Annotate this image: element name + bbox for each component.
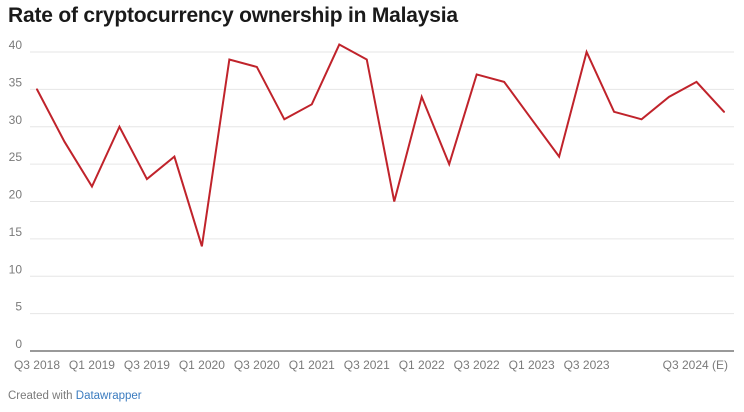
data-point[interactable]: [721, 109, 727, 115]
y-tick-label: 25: [9, 150, 23, 164]
data-point[interactable]: [281, 116, 287, 122]
x-tick-label: Q3 2021: [344, 358, 390, 372]
y-tick-label: 10: [9, 262, 23, 276]
data-point[interactable]: [61, 139, 67, 145]
data-point[interactable]: [116, 124, 122, 130]
y-tick-label: 20: [9, 188, 23, 202]
data-point[interactable]: [529, 116, 535, 122]
x-tick-label: Q1 2020: [179, 358, 225, 372]
y-tick-label: 30: [9, 113, 23, 127]
data-point[interactable]: [144, 176, 150, 182]
x-tick-label: Q1 2021: [289, 358, 335, 372]
data-point[interactable]: [639, 116, 645, 122]
x-tick-label: Q1 2019: [69, 358, 115, 372]
y-tick-label: 35: [9, 75, 23, 89]
data-point[interactable]: [474, 71, 480, 77]
data-point[interactable]: [89, 184, 95, 190]
data-point[interactable]: [364, 56, 370, 62]
data-point[interactable]: [226, 56, 232, 62]
data-point[interactable]: [584, 49, 590, 55]
data-point[interactable]: [254, 64, 260, 70]
data-point[interactable]: [391, 199, 397, 205]
series-layer: [34, 42, 727, 249]
x-tick-label: Q3 2024 (E): [663, 358, 728, 372]
footer-prefix: Created with: [8, 390, 76, 402]
x-tick-label: Q3 2019: [124, 358, 170, 372]
x-tick-label: Q3 2022: [454, 358, 500, 372]
data-point[interactable]: [171, 154, 177, 160]
x-tick-label: Q3 2018: [14, 358, 60, 372]
x-tick-label: Q3 2020: [234, 358, 280, 372]
data-point[interactable]: [501, 79, 507, 85]
y-tick-label: 0: [15, 337, 22, 351]
data-point[interactable]: [199, 243, 205, 249]
data-point[interactable]: [336, 42, 342, 48]
footer: Created with Datawrapper: [8, 390, 142, 402]
x-axis: Q3 2018 Q1 2019 Q3 2019 Q1 2020 Q3 2020 Q1 20…: [14, 358, 728, 372]
chart-title: Rate of cryptocurrency ownership in Mala…: [8, 4, 458, 27]
x-tick-label: Q1 2022: [399, 358, 445, 372]
datawrapper-link[interactable]: Datawrapper: [75, 390, 142, 402]
x-tick-label: Q1 2023: [509, 358, 555, 372]
series-line: [36, 43, 725, 247]
x-tick-label: Q3 2023: [564, 358, 610, 372]
y-tick-label: 15: [9, 225, 23, 239]
grid-lines: [30, 51, 734, 352]
data-point[interactable]: [611, 109, 617, 115]
data-point[interactable]: [556, 154, 562, 160]
data-point[interactable]: [446, 161, 452, 167]
y-tick-label: 5: [15, 300, 22, 314]
data-point[interactable]: [666, 94, 672, 100]
data-point[interactable]: [694, 79, 700, 85]
data-point[interactable]: [309, 101, 315, 107]
data-point[interactable]: [419, 94, 425, 100]
y-tick-label: 40: [9, 38, 23, 52]
data-point[interactable]: [34, 86, 40, 92]
y-axis: 0 5 10 15 20 25 30 35 40: [9, 38, 23, 351]
